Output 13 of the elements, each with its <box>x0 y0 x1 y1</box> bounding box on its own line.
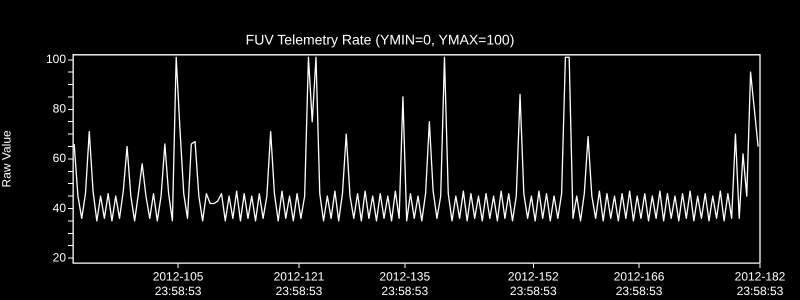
y-tick-label: 40 <box>52 200 66 215</box>
x-tick-label: 2012-166 23:58:53 <box>614 270 665 298</box>
x-tick-label: 2012-182 23:58:53 <box>734 270 786 298</box>
x-tick-label: 2012-152 23:58:53 <box>508 270 559 298</box>
chart-title: FUV Telemetry Rate (YMIN=0, YMAX=100) <box>246 31 514 48</box>
y-tick-label: 20 <box>52 250 66 264</box>
y-tick-label: 80 <box>52 102 66 116</box>
y-tick-label: 60 <box>52 151 66 166</box>
y-axis-title: Raw Value <box>0 130 14 188</box>
x-tick-label: 2012-135 23:58:53 <box>379 270 430 298</box>
x-tick-label: 2012-105 23:58:53 <box>152 270 204 298</box>
y-tick-label: 100 <box>46 52 66 66</box>
x-tick-label: 2012-121 23:58:53 <box>274 270 325 298</box>
